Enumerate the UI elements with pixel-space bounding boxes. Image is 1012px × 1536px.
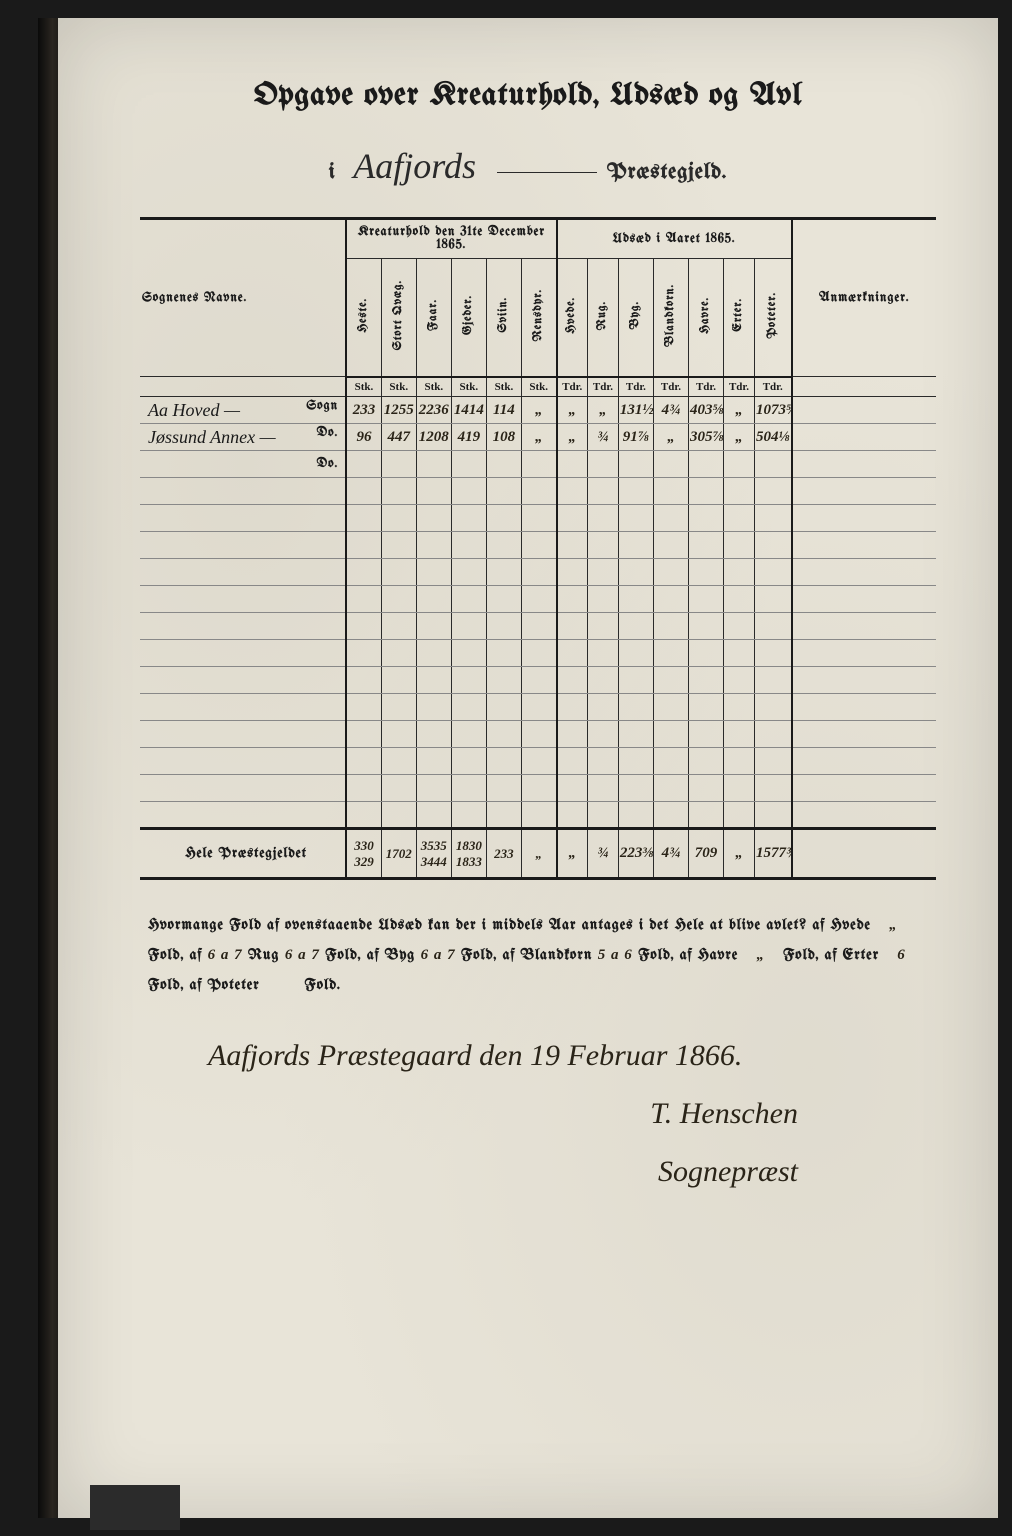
col-parish-names: Sognenes Navne.	[140, 220, 346, 377]
col-notes: Anmærkninger.	[792, 220, 936, 377]
footer-question: Hvormange Fold af ovenstaaende Udsæd kan…	[148, 910, 928, 1000]
signature-title: Sognepræst	[208, 1148, 798, 1196]
col-livestock: Gjeder.	[451, 259, 486, 377]
signature-place-date: Aafjords Præstegaard den 19 Februar 1866…	[208, 1032, 918, 1080]
table-row: Do.	[140, 451, 936, 478]
table-row	[140, 613, 936, 640]
table-row	[140, 640, 936, 667]
parish-suffix: Præstegjeld.	[607, 161, 727, 184]
col-seed: Rug.	[587, 259, 618, 377]
col-group-seed: Udsæd i Aaret 1865.	[557, 220, 792, 259]
table-row	[140, 586, 936, 613]
fill-line	[497, 172, 597, 173]
col-group-livestock: Kreaturhold den 31te December 1865.	[346, 220, 556, 259]
col-seed: Poteter.	[754, 259, 791, 377]
table-row	[140, 505, 936, 532]
census-table: Sognenes Navne. Kreaturhold den 31te Dec…	[140, 217, 936, 880]
table-row	[140, 775, 936, 802]
parish-line: i Aafjords Præstegjeld.	[58, 145, 998, 187]
table-row	[140, 721, 936, 748]
parish-name: Aafjords	[341, 145, 488, 187]
col-seed: Hvede.	[557, 259, 588, 377]
col-livestock: Heste.	[346, 259, 381, 377]
col-seed: Havre.	[688, 259, 723, 377]
parish-prefix: i	[329, 161, 336, 184]
table-row	[140, 802, 936, 829]
col-livestock: Sviin.	[486, 259, 521, 377]
table-row	[140, 748, 936, 775]
col-livestock: Rensdyr.	[521, 259, 556, 377]
col-seed: Blandkorn.	[653, 259, 688, 377]
table-row	[140, 559, 936, 586]
signature-block: Aafjords Præstegaard den 19 Februar 1866…	[208, 1032, 918, 1196]
table-row	[140, 532, 936, 559]
title-area: Opgave over Kreaturhold, Udsæd og Avl i …	[58, 18, 998, 187]
col-seed: Erter.	[724, 259, 755, 377]
col-livestock: Faar.	[416, 259, 451, 377]
document-page: Opgave over Kreaturhold, Udsæd og Avl i …	[58, 18, 998, 1518]
table-row	[140, 478, 936, 505]
col-seed: Byg.	[618, 259, 653, 377]
table-row: Aa Hoved — Sogn233125522361414114„„„131½…	[140, 397, 936, 424]
table-row	[140, 694, 936, 721]
signature-name: T. Henschen	[208, 1090, 798, 1138]
archive-tab	[90, 1485, 180, 1530]
table-row: Jøssund Annex — Do.964471208419108„„¾91⅞…	[140, 424, 936, 451]
col-livestock: Stort Qvæg.	[381, 259, 416, 377]
main-title: Opgave over Kreaturhold, Udsæd og Avl	[58, 80, 998, 113]
table-row	[140, 667, 936, 694]
